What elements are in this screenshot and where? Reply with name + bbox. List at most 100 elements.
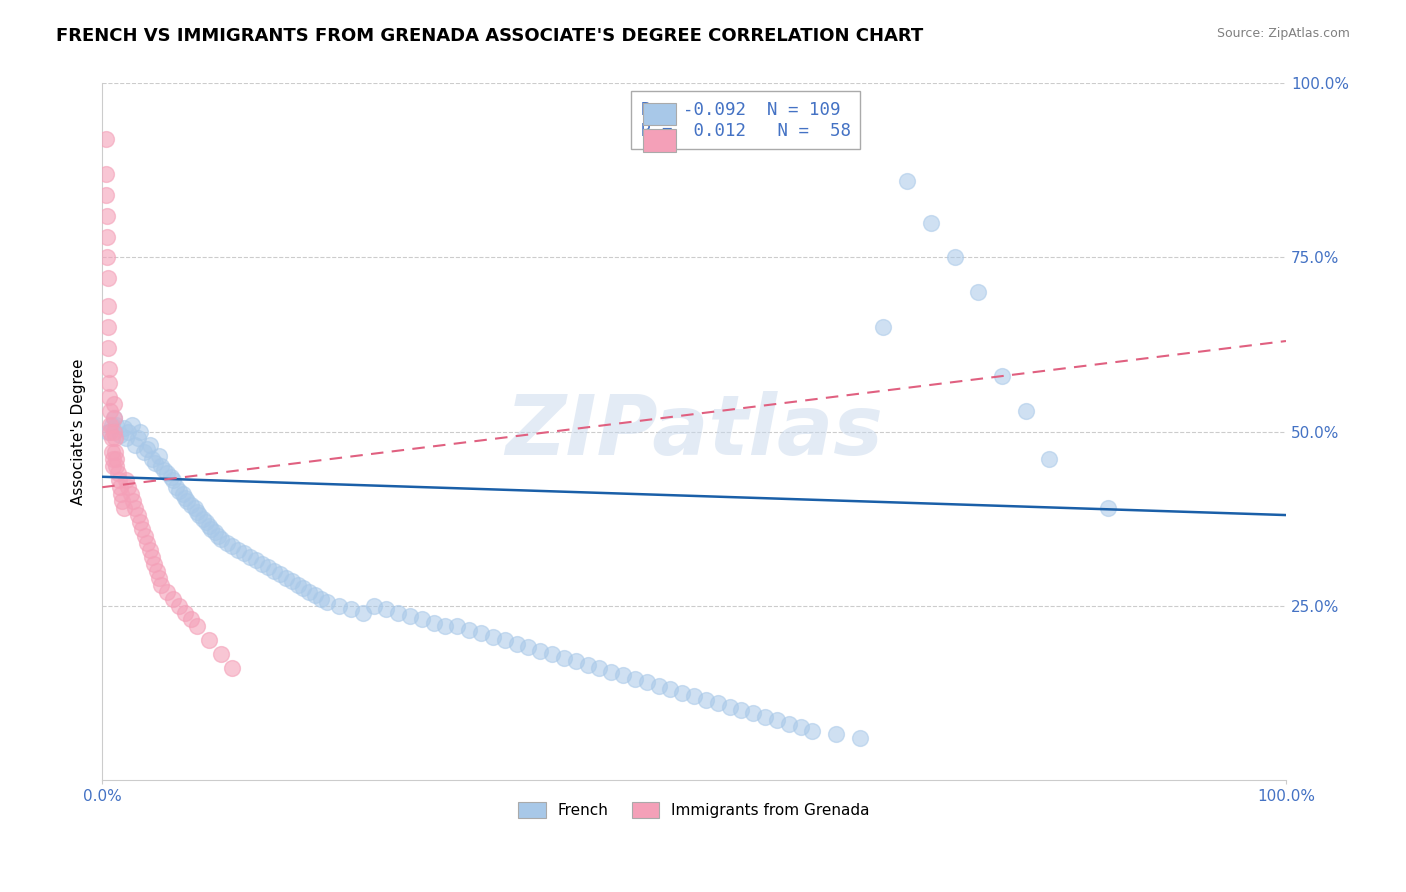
Point (778, 717, 800, 731)
Y-axis label: Associate's Degree: Associate's Degree (72, 359, 86, 505)
Point (141, 549, 163, 564)
Point (967, 285, 990, 300)
Point (100, 417, 122, 432)
Point (165, 480, 187, 494)
Point (209, 648, 232, 662)
Point (97, 320, 120, 334)
Point (97, 271, 120, 285)
Point (250, 557, 273, 571)
Point (647, 679, 669, 693)
Point (136, 442, 159, 456)
Point (156, 467, 179, 481)
Point (167, 599, 190, 613)
Point (766, 714, 789, 728)
Point (204, 525, 226, 540)
Point (292, 581, 315, 595)
Point (263, 564, 285, 578)
Point (200, 522, 222, 536)
Point (624, 672, 647, 686)
Point (97, 341, 120, 355)
Point (257, 560, 280, 574)
Point (103, 397, 125, 411)
Point (138, 542, 160, 557)
Point (98, 376, 121, 390)
Point (718, 699, 741, 714)
Point (316, 595, 339, 609)
Point (180, 498, 202, 512)
Point (209, 533, 232, 547)
Point (186, 505, 208, 519)
Point (105, 452, 128, 467)
Point (176, 494, 198, 508)
Point (167, 483, 190, 498)
Point (576, 657, 599, 672)
Point (127, 508, 149, 522)
Point (1097, 501, 1119, 516)
Point (470, 626, 492, 640)
FancyBboxPatch shape (643, 129, 676, 152)
Point (801, 723, 824, 738)
Point (112, 421, 135, 435)
Point (107, 467, 129, 481)
Legend: French, Immigrants from Grenada: French, Immigrants from Grenada (512, 796, 876, 824)
Point (180, 612, 202, 626)
Point (145, 564, 167, 578)
Text: ZIPatlas: ZIPatlas (505, 391, 883, 472)
Point (183, 501, 205, 516)
Point (309, 591, 332, 606)
Point (115, 432, 138, 446)
Point (920, 216, 942, 230)
Point (98, 362, 121, 376)
FancyBboxPatch shape (643, 103, 676, 125)
Point (148, 449, 170, 463)
Point (107, 473, 129, 487)
Point (96, 251, 118, 265)
Point (789, 720, 811, 734)
Point (117, 480, 139, 494)
Point (97, 425, 120, 439)
Point (274, 571, 297, 585)
Point (269, 567, 291, 582)
Point (541, 648, 564, 662)
Point (458, 623, 481, 637)
Point (112, 501, 135, 516)
Point (136, 536, 159, 550)
Point (94, 132, 117, 146)
Point (148, 571, 170, 585)
Point (896, 174, 918, 188)
Point (104, 445, 127, 459)
Point (352, 606, 374, 620)
Point (600, 665, 623, 679)
Point (162, 591, 184, 606)
Point (529, 644, 551, 658)
Point (98, 390, 121, 404)
Point (150, 577, 173, 591)
Point (422, 615, 444, 630)
Point (101, 459, 124, 474)
Point (1038, 452, 1060, 467)
Point (588, 661, 610, 675)
Point (683, 689, 706, 703)
Point (191, 511, 214, 525)
Point (108, 428, 131, 442)
Point (131, 522, 153, 536)
Point (94, 187, 117, 202)
Point (100, 425, 122, 439)
Point (105, 417, 128, 432)
Point (138, 438, 160, 452)
Point (134, 529, 156, 543)
Point (100, 417, 122, 432)
Point (129, 425, 152, 439)
Point (636, 675, 658, 690)
Point (115, 473, 138, 487)
Point (174, 491, 197, 505)
Point (849, 731, 872, 745)
Point (101, 452, 124, 467)
Point (695, 692, 717, 706)
Point (195, 515, 218, 529)
Point (103, 425, 125, 439)
Point (152, 463, 174, 477)
Point (110, 487, 132, 501)
Point (221, 661, 243, 675)
Point (162, 473, 184, 487)
